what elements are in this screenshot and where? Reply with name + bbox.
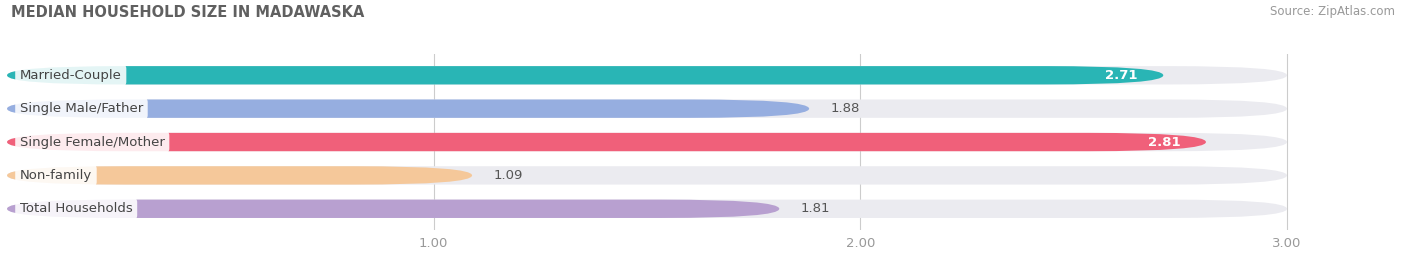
Text: 1.88: 1.88 <box>831 102 860 115</box>
FancyBboxPatch shape <box>7 133 1206 151</box>
Text: MEDIAN HOUSEHOLD SIZE IN MADAWASKA: MEDIAN HOUSEHOLD SIZE IN MADAWASKA <box>11 5 364 20</box>
FancyBboxPatch shape <box>7 99 810 118</box>
FancyBboxPatch shape <box>7 133 1286 151</box>
FancyBboxPatch shape <box>7 166 472 185</box>
Text: Single Male/Father: Single Male/Father <box>20 102 143 115</box>
Text: Total Households: Total Households <box>20 202 132 215</box>
Text: 1.81: 1.81 <box>800 202 830 215</box>
FancyBboxPatch shape <box>7 66 1286 84</box>
Text: 2.71: 2.71 <box>1105 69 1137 82</box>
Text: Non-family: Non-family <box>20 169 91 182</box>
FancyBboxPatch shape <box>7 200 779 218</box>
Text: 1.09: 1.09 <box>494 169 523 182</box>
Text: Single Female/Mother: Single Female/Mother <box>20 136 165 148</box>
Text: Source: ZipAtlas.com: Source: ZipAtlas.com <box>1270 5 1395 18</box>
FancyBboxPatch shape <box>7 66 1163 84</box>
Text: Married-Couple: Married-Couple <box>20 69 122 82</box>
Text: 2.81: 2.81 <box>1147 136 1181 148</box>
FancyBboxPatch shape <box>7 166 1286 185</box>
FancyBboxPatch shape <box>7 99 1286 118</box>
FancyBboxPatch shape <box>7 200 1286 218</box>
